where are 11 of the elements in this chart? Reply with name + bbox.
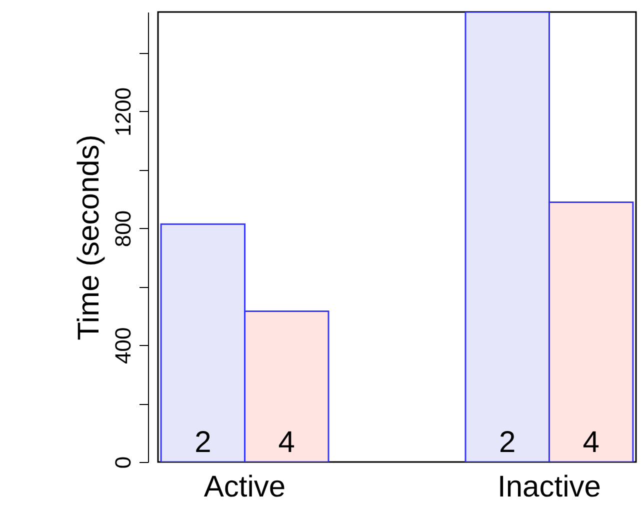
y-axis-title: Time (seconds) [72,134,106,340]
series-label: 4 [278,426,295,459]
y-tick-label: 400 [110,327,136,364]
y-tick-label: 1200 [110,87,136,136]
x-tick-label: Active [204,470,286,504]
series-label: 2 [194,426,212,459]
y-tick-label: 800 [110,210,136,248]
text: 2 [499,426,516,459]
x-tick-label: Inactive [498,470,601,504]
text: 4 [582,426,600,459]
y-tick-label: 0 [110,456,136,469]
